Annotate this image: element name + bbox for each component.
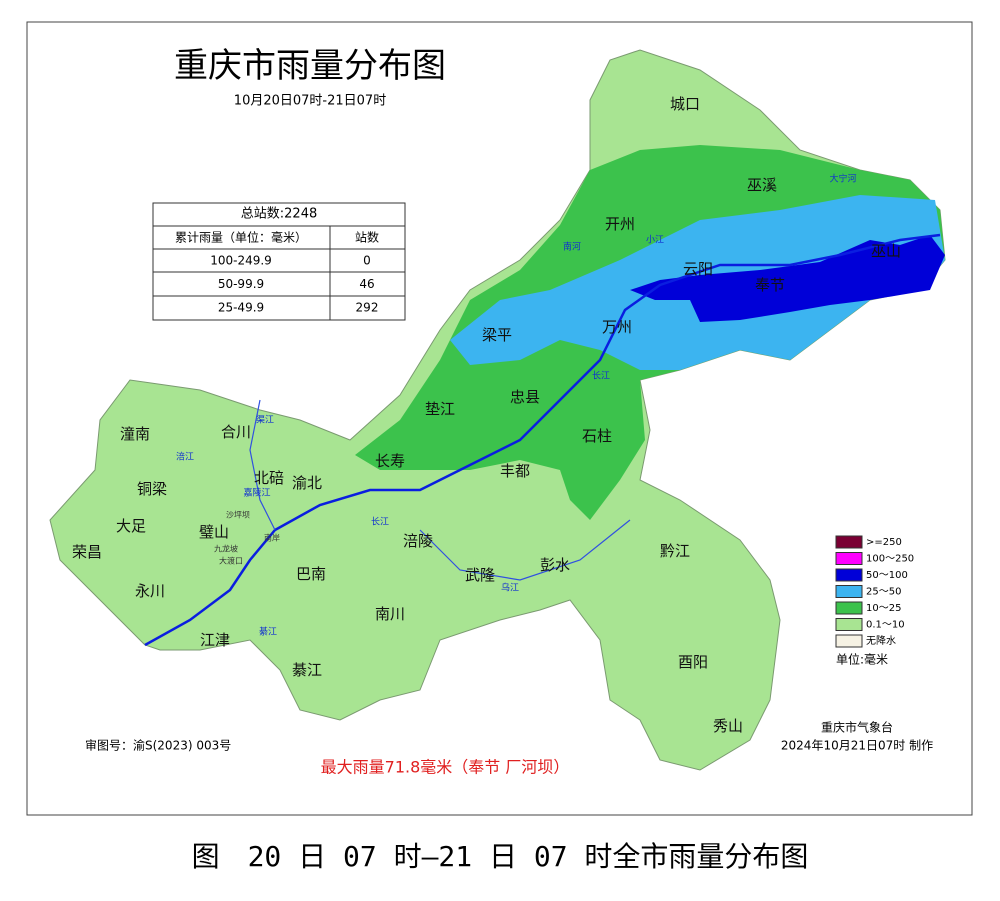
table-cell: 0 [363,254,371,268]
legend-label: 25～50 [866,587,901,598]
region-label: 酉阳 [678,653,708,671]
region-label: 石柱 [582,427,612,445]
legend-swatch [835,634,863,648]
legend-unit: 单位:毫米 [836,652,888,667]
region-label: 北碚 [254,469,284,487]
rain-50-100 [630,235,945,322]
region-label: 铜梁 [137,480,167,498]
agency: 重庆市气象台 [821,720,893,735]
region-label: 南川 [375,605,405,623]
title: 重庆市雨量分布图 [174,46,446,86]
legend-label: 10～25 [866,603,901,614]
region-label: 黔江 [660,542,690,560]
legend-label: 100～250 [866,554,914,565]
max-rainfall: 最大雨量71.8毫米（奉节 厂河坝） [321,758,570,777]
region-label: 涪陵 [403,532,433,550]
region-label: 巫溪 [747,176,777,194]
region-label: 巫山 [871,242,901,260]
region-label: 綦江 [292,661,322,679]
table-header: 总站数:2248 [241,207,317,222]
river-label: 綦江 [259,626,277,638]
legend-swatch [835,585,863,598]
region-label: 潼南 [120,425,150,443]
region-label: 合川 [221,423,251,441]
region-label: 沙坪坝 [226,511,250,520]
legend-label: >=250 [866,537,902,548]
wu-river [419,519,631,581]
stats-table [152,202,406,321]
table-cell: 50-99.9 [218,277,264,291]
legend-label: 无降水 [866,634,896,647]
table-cell: 100-249.9 [210,254,272,268]
table-cell: 46 [359,277,374,291]
region-label: 丰都 [500,462,530,480]
region-label: 大足 [116,517,146,535]
legend-swatch [835,568,863,582]
region-label: 梁平 [482,326,512,344]
jialing-river [249,399,276,531]
review-number: 审图号：渝S(2023) 003号 [85,738,231,753]
river-label: 涪江 [176,451,194,463]
river-label: 南河 [563,241,581,253]
river-label: 渠江 [256,414,274,426]
legend-swatch [835,552,863,565]
region-label: 江津 [200,631,230,649]
region-label: 大渡口 [219,556,243,566]
column-header: 站数 [355,230,379,245]
legend-swatch [835,535,863,549]
region-label: 奉节 [755,276,785,294]
region-label: 城口 [670,95,700,113]
river-label: 大宁河 [829,173,856,185]
region-label: 永川 [135,582,165,600]
river-label: 嘉陵江 [243,487,270,499]
column-header: 累计雨量（单位：毫米） [175,230,307,245]
region-label: 秀山 [713,717,743,735]
region-label: 彭水 [540,556,570,574]
region-label: 九龙坡 [214,544,238,554]
yangtze-river [144,233,941,647]
region-label: 璧山 [199,523,229,541]
river-label: 小江 [646,235,664,246]
table-grid [153,225,405,320]
legend-swatch [835,601,863,615]
region-label: 垫江 [425,400,455,418]
region-label: 开州 [605,215,635,233]
region-label: 渝北 [292,474,322,492]
region-label: 荣昌 [72,543,102,561]
table-cell: 25-49.9 [218,301,264,315]
subtitle: 10月20日07时-21日07时 [234,94,386,109]
region-label: 南岸 [264,533,280,543]
region-label: 长寿 [375,452,405,470]
caption: 图 20 日 07 时—21 日 07 时全市雨量分布图 [192,840,809,873]
region-label: 巴南 [296,565,326,583]
legend-label: 50～100 [866,570,908,581]
legend-label: 0.1～10 [866,620,905,631]
issued: 2024年10月21日07时 制作 [781,739,933,753]
river-label: 长江 [371,516,389,528]
river-label: 乌江 [501,582,519,594]
table-cell: 292 [356,301,379,315]
region-label: 武隆 [465,566,495,584]
region-label: 云阳 [683,260,713,278]
legend-swatch [835,618,863,631]
river-label: 长江 [592,370,610,382]
region-label: 万州 [602,318,632,336]
region-label: 忠县 [510,388,540,406]
